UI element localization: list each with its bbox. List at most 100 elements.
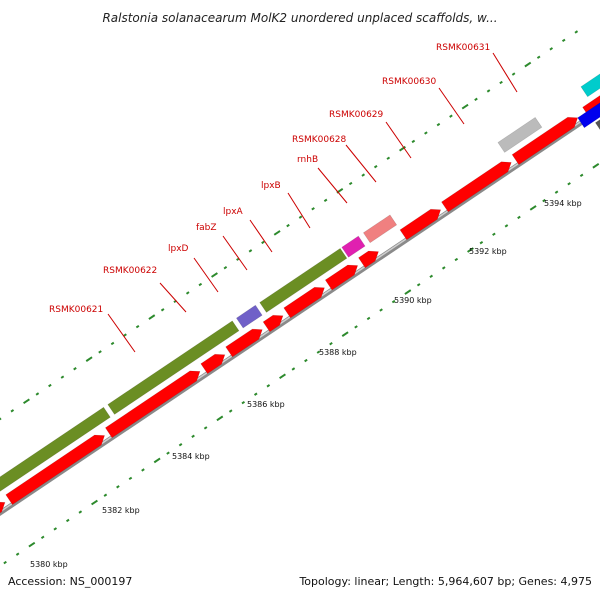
gene-label[interactable]: fabZ bbox=[196, 223, 217, 233]
upper-scale-tick bbox=[424, 131, 428, 135]
operon-block[interactable] bbox=[577, 84, 600, 129]
upper-scale-tick bbox=[298, 215, 303, 219]
operon-block[interactable] bbox=[107, 320, 240, 415]
upper-scale-tick bbox=[524, 61, 532, 68]
upper-scale-tick bbox=[273, 230, 281, 236]
scale-tick bbox=[492, 232, 496, 236]
operon-block[interactable] bbox=[0, 406, 111, 492]
scale-tick bbox=[429, 274, 434, 279]
operon-block[interactable] bbox=[580, 53, 600, 98]
upper-scale-tick bbox=[311, 207, 315, 211]
topology-summary: Topology: linear; Length: 5,964,607 bp; … bbox=[298, 575, 592, 588]
operon-block[interactable] bbox=[259, 247, 348, 313]
accession-text: Accession: NS_000197 bbox=[8, 575, 132, 588]
gene-label[interactable]: rnhB bbox=[297, 155, 318, 165]
gene-label[interactable]: RSMK00630 bbox=[382, 77, 437, 87]
gene-label-leader bbox=[287, 192, 311, 229]
scale-tick bbox=[479, 241, 484, 245]
scale-label: 5388 kbp bbox=[319, 348, 357, 357]
gene-block[interactable] bbox=[511, 116, 579, 166]
upper-scale-tick bbox=[73, 367, 77, 371]
upper-scale-tick bbox=[561, 38, 566, 43]
scale-tick bbox=[354, 325, 358, 329]
upper-scale-tick bbox=[399, 145, 406, 152]
gene-label-leader bbox=[385, 121, 412, 159]
gene-block[interactable] bbox=[358, 250, 379, 269]
gene-block[interactable] bbox=[200, 353, 226, 375]
operon-block[interactable] bbox=[341, 235, 366, 258]
operon-block[interactable] bbox=[235, 304, 263, 329]
gene-block[interactable] bbox=[324, 264, 359, 291]
scale-tick bbox=[529, 205, 537, 211]
scale-tick bbox=[404, 289, 412, 295]
feature-layer bbox=[0, 53, 600, 547]
upper-scale-tick bbox=[461, 103, 469, 110]
scale-tick bbox=[554, 190, 559, 194]
gene-label[interactable]: RSMK00631 bbox=[436, 43, 490, 53]
upper-scale-tick bbox=[436, 122, 441, 127]
scale-tick bbox=[141, 468, 145, 472]
upper-scale-tick bbox=[98, 350, 102, 354]
scale-tick bbox=[203, 426, 208, 430]
scale-label: 5386 kbp bbox=[247, 400, 285, 409]
label-layer: 5380 kbp 5382 kbp 5384 kbp 5386 kbp 5388 kbp… bbox=[30, 43, 582, 569]
gene-label[interactable]: lpxB bbox=[261, 181, 281, 191]
scale-tick bbox=[191, 434, 195, 438]
scale-tick bbox=[441, 266, 446, 270]
scale-tick bbox=[592, 163, 600, 169]
gene-label-leader bbox=[159, 282, 187, 313]
upper-scale-tick bbox=[35, 392, 40, 396]
scale-tick bbox=[28, 541, 36, 548]
gene-block[interactable] bbox=[225, 328, 263, 358]
scale-label: 5392 kbp bbox=[469, 247, 507, 256]
upper-scale-tick bbox=[123, 333, 127, 337]
upper-scale-tick bbox=[386, 156, 391, 160]
gene-label[interactable]: RSMK00621 bbox=[49, 305, 103, 315]
scale-tick bbox=[329, 342, 333, 346]
upper-scale-tick bbox=[536, 55, 541, 59]
upper-scale-tick bbox=[486, 89, 491, 93]
scale-tick bbox=[567, 182, 571, 186]
scale-tick bbox=[542, 198, 546, 203]
gene-label-leader bbox=[222, 235, 248, 271]
scale-tick bbox=[53, 527, 58, 531]
gene-block[interactable] bbox=[399, 208, 442, 241]
gene-block[interactable] bbox=[283, 286, 325, 319]
scale-tick bbox=[15, 552, 20, 556]
scale-tick bbox=[216, 415, 224, 422]
gene-label[interactable]: lpxA bbox=[223, 207, 244, 217]
upper-scale-tick bbox=[48, 383, 52, 388]
gene-block[interactable] bbox=[262, 314, 284, 333]
operon-block[interactable] bbox=[362, 214, 398, 244]
upper-scale-tick bbox=[185, 291, 190, 295]
scale-tick bbox=[116, 485, 120, 489]
gene-block[interactable] bbox=[5, 434, 106, 506]
upper-scale-tick bbox=[348, 181, 353, 186]
scale-tick bbox=[416, 283, 421, 287]
scale-label: 5380 kbp bbox=[30, 560, 68, 569]
upper-scale-tick bbox=[60, 375, 65, 379]
gene-label-leader bbox=[345, 144, 377, 183]
scale-tick bbox=[279, 373, 286, 380]
upper-scale-tick bbox=[0, 417, 2, 421]
upper-scale-tick bbox=[23, 398, 30, 405]
operon-block[interactable] bbox=[497, 116, 543, 153]
scale-tick bbox=[40, 535, 45, 539]
upper-scale-tick bbox=[286, 223, 290, 228]
scale-label: 5394 kbp bbox=[544, 199, 582, 208]
gene-label[interactable]: lpxD bbox=[168, 244, 189, 254]
gene-label[interactable]: RSMK00629 bbox=[329, 110, 384, 120]
gene-label-leader bbox=[193, 257, 219, 293]
upper-scale-tick bbox=[198, 282, 203, 287]
gene-label[interactable]: RSMK00622 bbox=[103, 266, 157, 276]
gene-label[interactable]: RSMK00628 bbox=[292, 135, 347, 145]
gene-block[interactable] bbox=[104, 370, 201, 439]
scale-tick bbox=[65, 518, 70, 523]
scale-tick bbox=[504, 224, 509, 228]
scale-tick bbox=[153, 457, 161, 464]
gene-block[interactable] bbox=[0, 501, 6, 547]
gene-block[interactable] bbox=[441, 161, 512, 213]
scale-tick bbox=[467, 247, 474, 253]
